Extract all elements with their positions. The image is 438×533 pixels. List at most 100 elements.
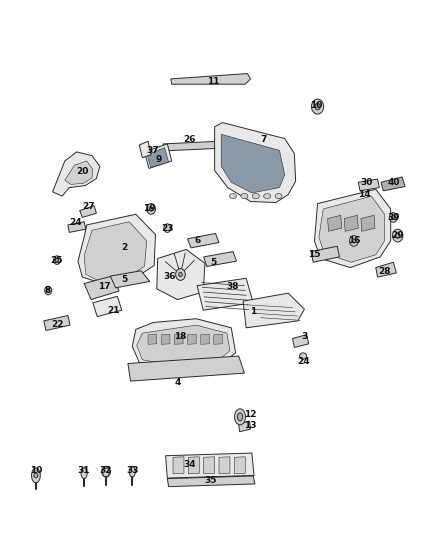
Polygon shape bbox=[167, 476, 255, 487]
Text: 34: 34 bbox=[183, 461, 195, 469]
Text: 9: 9 bbox=[155, 156, 162, 164]
Polygon shape bbox=[215, 123, 296, 203]
Text: 33: 33 bbox=[126, 466, 138, 474]
Text: 12: 12 bbox=[244, 410, 257, 419]
Ellipse shape bbox=[264, 193, 271, 199]
Ellipse shape bbox=[350, 236, 358, 246]
Ellipse shape bbox=[34, 473, 38, 478]
Text: 36: 36 bbox=[164, 272, 176, 280]
Polygon shape bbox=[381, 177, 405, 191]
Polygon shape bbox=[314, 189, 391, 268]
Polygon shape bbox=[376, 262, 396, 277]
Polygon shape bbox=[44, 316, 70, 330]
Text: 28: 28 bbox=[378, 268, 391, 276]
Ellipse shape bbox=[315, 103, 320, 110]
Text: 24: 24 bbox=[69, 219, 81, 227]
Ellipse shape bbox=[102, 466, 110, 477]
Ellipse shape bbox=[352, 239, 356, 243]
Text: 39: 39 bbox=[387, 213, 399, 222]
Text: 37: 37 bbox=[146, 146, 159, 155]
Polygon shape bbox=[166, 453, 254, 478]
Polygon shape bbox=[161, 334, 170, 344]
Text: 17: 17 bbox=[98, 282, 110, 291]
Polygon shape bbox=[234, 457, 245, 474]
Polygon shape bbox=[84, 222, 147, 281]
Text: 35: 35 bbox=[205, 477, 217, 485]
Ellipse shape bbox=[241, 193, 248, 199]
Text: 5: 5 bbox=[211, 258, 217, 266]
Ellipse shape bbox=[392, 215, 395, 220]
Text: 4: 4 bbox=[174, 378, 180, 387]
Polygon shape bbox=[137, 325, 230, 367]
Text: 15: 15 bbox=[308, 251, 321, 259]
Text: 27: 27 bbox=[82, 203, 95, 211]
Polygon shape bbox=[319, 196, 385, 262]
Ellipse shape bbox=[311, 99, 324, 114]
Text: 1: 1 bbox=[250, 308, 256, 316]
Polygon shape bbox=[221, 134, 285, 193]
Polygon shape bbox=[174, 334, 183, 344]
Ellipse shape bbox=[275, 193, 282, 199]
Text: 40: 40 bbox=[387, 178, 399, 187]
Ellipse shape bbox=[237, 413, 243, 421]
Polygon shape bbox=[243, 293, 304, 328]
Text: 32: 32 bbox=[100, 466, 112, 474]
Text: 10: 10 bbox=[30, 466, 42, 474]
Polygon shape bbox=[110, 271, 150, 288]
Text: 13: 13 bbox=[244, 421, 257, 430]
Polygon shape bbox=[311, 246, 339, 262]
Polygon shape bbox=[171, 74, 251, 84]
Text: 5: 5 bbox=[122, 276, 128, 284]
Text: 22: 22 bbox=[52, 320, 64, 328]
Ellipse shape bbox=[230, 193, 237, 199]
Ellipse shape bbox=[392, 229, 403, 242]
Polygon shape bbox=[344, 215, 358, 231]
Polygon shape bbox=[197, 278, 253, 310]
Text: 25: 25 bbox=[50, 256, 62, 264]
Polygon shape bbox=[173, 457, 184, 474]
Text: 14: 14 bbox=[358, 190, 371, 199]
Polygon shape bbox=[93, 296, 122, 317]
Text: 16: 16 bbox=[348, 237, 360, 245]
Text: 26: 26 bbox=[183, 135, 195, 144]
Ellipse shape bbox=[53, 256, 60, 264]
Ellipse shape bbox=[55, 258, 59, 262]
Ellipse shape bbox=[179, 272, 182, 277]
Polygon shape bbox=[84, 276, 119, 300]
Text: 20: 20 bbox=[76, 167, 88, 176]
Polygon shape bbox=[132, 319, 236, 370]
Ellipse shape bbox=[176, 269, 185, 280]
Polygon shape bbox=[148, 334, 157, 344]
Text: 11: 11 bbox=[208, 77, 220, 85]
Polygon shape bbox=[128, 356, 244, 381]
Polygon shape bbox=[157, 249, 205, 300]
Text: 19: 19 bbox=[144, 205, 156, 213]
Polygon shape bbox=[163, 141, 223, 151]
Ellipse shape bbox=[252, 193, 259, 199]
Polygon shape bbox=[147, 148, 169, 167]
Ellipse shape bbox=[235, 409, 245, 425]
Polygon shape bbox=[358, 179, 379, 191]
Polygon shape bbox=[145, 144, 172, 168]
Polygon shape bbox=[68, 222, 86, 232]
Ellipse shape bbox=[396, 233, 400, 238]
Ellipse shape bbox=[129, 466, 135, 477]
Polygon shape bbox=[80, 206, 96, 217]
Text: 7: 7 bbox=[261, 135, 267, 144]
Text: 30: 30 bbox=[361, 178, 373, 187]
Text: 38: 38 bbox=[227, 282, 239, 291]
Polygon shape bbox=[239, 421, 251, 432]
Text: 23: 23 bbox=[161, 224, 173, 232]
Text: 10: 10 bbox=[310, 101, 322, 110]
Ellipse shape bbox=[45, 286, 52, 295]
Polygon shape bbox=[204, 457, 215, 474]
Ellipse shape bbox=[389, 213, 397, 222]
Polygon shape bbox=[65, 161, 93, 184]
Polygon shape bbox=[204, 252, 237, 266]
Text: 3: 3 bbox=[301, 333, 307, 341]
Text: 2: 2 bbox=[122, 244, 128, 252]
Polygon shape bbox=[361, 215, 375, 231]
Ellipse shape bbox=[81, 468, 87, 479]
Polygon shape bbox=[78, 214, 155, 284]
Ellipse shape bbox=[164, 224, 171, 232]
